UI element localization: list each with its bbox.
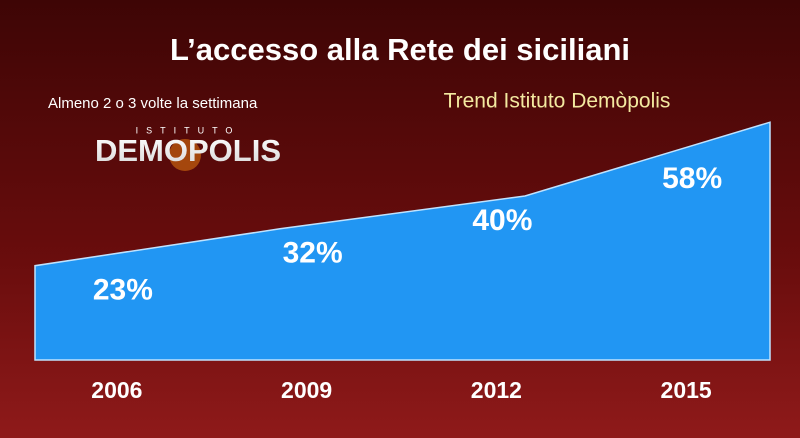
plot-area: 2006 23% 2009 32% 2012 40% 2015 58% [34,121,771,403]
chart-title: L’accesso alla Rete dei siciliani [170,32,630,67]
x-tick-label: 2012 [471,377,522,403]
x-tick-label: 2009 [281,377,332,403]
logo-name: DEMOPOLIS [95,133,281,168]
annotation: Trend Istituto Demòpolis [444,90,671,113]
logo-sun [169,139,201,171]
value-label: 32% [283,237,343,270]
logo-top: ISTITUTO [136,125,241,135]
value-label: 58% [662,162,722,195]
x-tick-label: 2006 [91,377,142,403]
value-label: 40% [472,204,532,237]
x-tick-label: 2015 [661,377,712,403]
area [34,121,771,361]
value-label: 23% [93,274,153,307]
chart-subtitle: Almeno 2 o 3 volte la settimana [48,95,258,112]
